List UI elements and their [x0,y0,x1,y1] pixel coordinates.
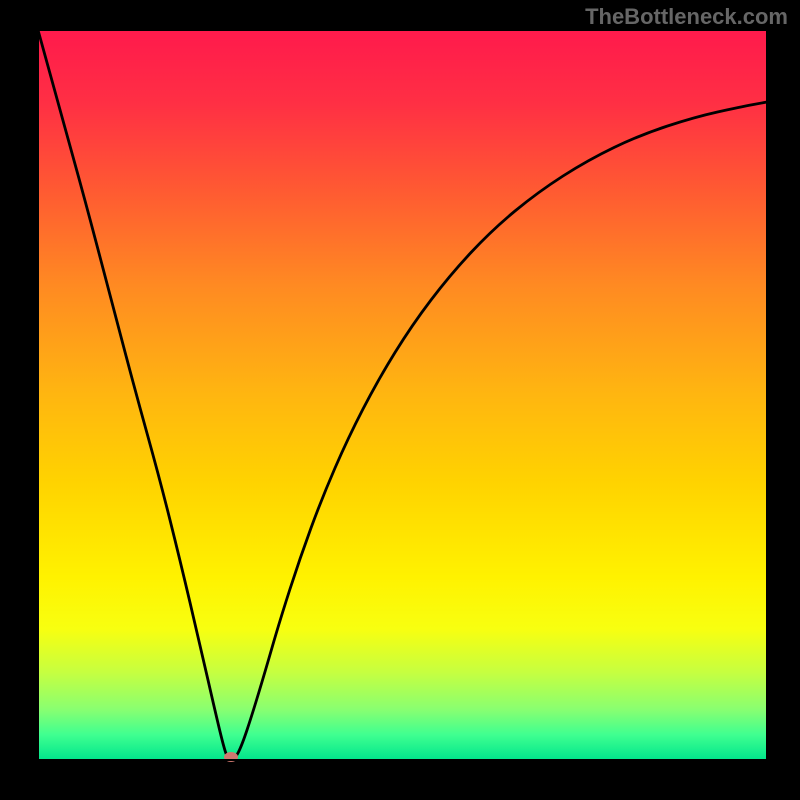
bottleneck-chart [0,0,800,800]
chart-container: TheBottleneck.com [0,0,800,800]
plot-background [38,30,767,760]
watermark-text: TheBottleneck.com [585,4,788,30]
